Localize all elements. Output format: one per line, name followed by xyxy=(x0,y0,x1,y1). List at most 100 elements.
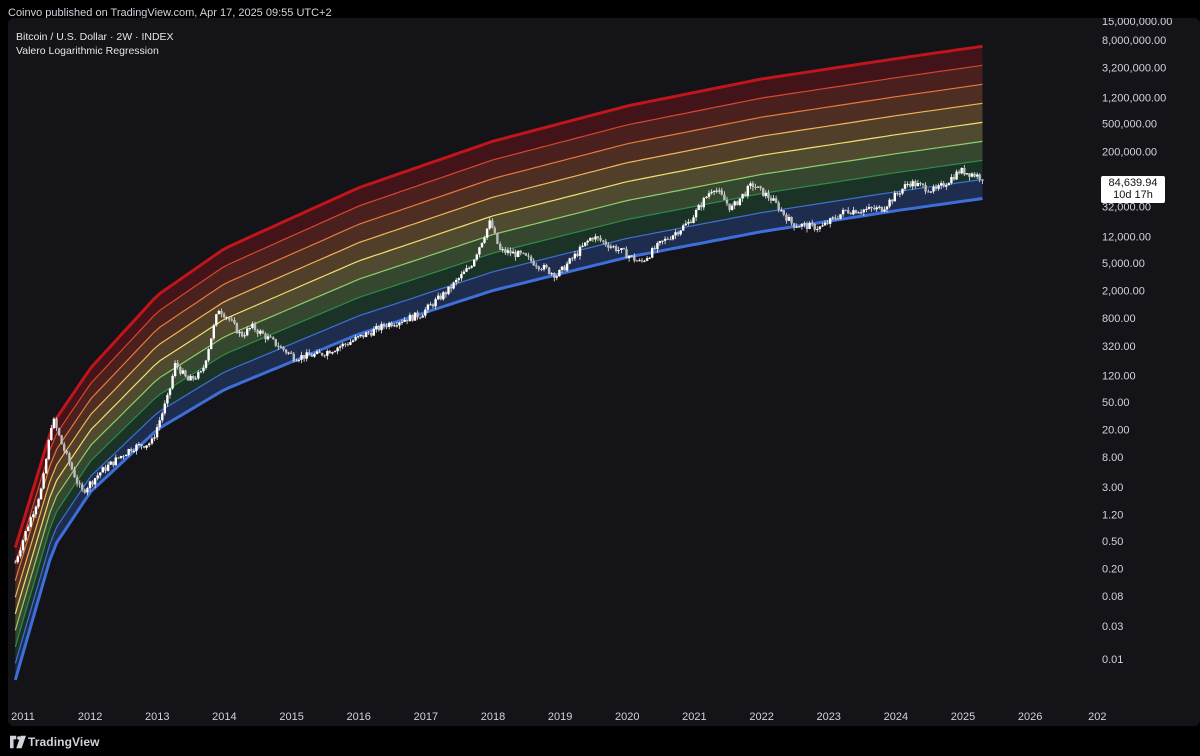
candle-body xyxy=(68,453,71,463)
footer: TradingView xyxy=(0,728,1200,756)
candle-body xyxy=(929,191,933,193)
candle-body xyxy=(537,266,540,270)
candle-body xyxy=(658,241,662,244)
candle-body xyxy=(625,249,628,258)
candle-body xyxy=(480,242,484,248)
x-tick-label: 2026 xyxy=(1018,711,1042,723)
candle-body xyxy=(524,253,528,256)
candle-body xyxy=(106,464,110,471)
candle-body xyxy=(264,333,267,340)
candle-body xyxy=(535,265,538,267)
x-tick-label: 2023 xyxy=(816,711,840,723)
candle-body xyxy=(462,271,466,274)
y-axis[interactable]: 15,000,000.00 8,000,000.00 3,200,000.00 1,2… xyxy=(1102,18,1172,666)
candle-body xyxy=(382,323,386,327)
candle-body xyxy=(749,183,752,186)
candle-body xyxy=(336,347,339,352)
candle-body xyxy=(57,428,61,436)
candle-body xyxy=(976,174,979,177)
candle-body xyxy=(741,193,744,199)
band-line-5 xyxy=(14,102,983,598)
candle-body xyxy=(279,346,283,348)
candle-body xyxy=(720,190,723,195)
candle-body xyxy=(519,250,522,253)
x-tick-label: 2019 xyxy=(548,711,572,723)
candle-body xyxy=(398,322,401,326)
candle-body xyxy=(447,286,450,295)
candle-body xyxy=(651,248,654,258)
candle-body xyxy=(465,268,468,272)
candle-body xyxy=(738,198,742,205)
candle-body xyxy=(584,242,587,246)
candle-body xyxy=(429,304,432,306)
y-tick-label: 12,000.00 xyxy=(1102,231,1151,243)
candle-body xyxy=(888,199,891,207)
y-tick-label: 500,000.00 xyxy=(1102,119,1157,131)
y-tick-label: 120.00 xyxy=(1102,370,1136,382)
candle-body xyxy=(687,221,690,224)
candle-body xyxy=(558,270,561,277)
candle-body xyxy=(194,378,197,380)
candle-body xyxy=(656,243,659,250)
candle-body xyxy=(75,477,79,484)
candle-body xyxy=(431,304,435,307)
candle-body xyxy=(813,224,816,230)
indicator-title[interactable]: Valero Logarithmic Regression xyxy=(16,45,159,57)
chart-svg[interactable]: 15,000,000.00 8,000,000.00 3,200,000.00 1,2… xyxy=(8,18,1200,726)
candle-body xyxy=(960,168,963,174)
candle-body xyxy=(42,473,45,489)
band-line-2 xyxy=(14,159,983,648)
band-fill-7 xyxy=(15,65,983,581)
candle-body xyxy=(220,311,223,315)
candle-body xyxy=(207,349,210,361)
candle-body xyxy=(511,251,515,254)
candle-body xyxy=(578,246,582,256)
candle-body xyxy=(161,413,164,421)
y-tick-label: 50.00 xyxy=(1102,397,1130,409)
x-tick-label: 2012 xyxy=(78,711,102,723)
candle-body xyxy=(184,370,187,377)
x-axis[interactable]: 2011 2012 2013 2014 2015 2016 2017 2018 2019 2020… xyxy=(11,711,1106,723)
chart-frame[interactable]: 15,000,000.00 8,000,000.00 3,200,000.00 1,2… xyxy=(8,18,1200,726)
symbol-title[interactable]: Bitcoin / U.S. Dollar · 2W · INDEX xyxy=(16,31,174,43)
candle-body xyxy=(370,333,373,336)
candle-body xyxy=(906,183,909,185)
band-fill-2 xyxy=(15,160,983,664)
y-tick-label: 320.00 xyxy=(1102,341,1136,353)
candle-body xyxy=(777,202,780,211)
candle-body xyxy=(437,295,440,300)
candle-body xyxy=(230,319,233,321)
candle-body xyxy=(86,488,89,493)
x-tick-label: 2014 xyxy=(212,711,236,723)
candle-body xyxy=(179,366,182,374)
candle-body xyxy=(829,218,832,224)
y-tick-label: 3,200,000.00 xyxy=(1102,63,1166,75)
last-price: 84,639.94 xyxy=(1108,177,1158,189)
candle-body xyxy=(155,427,159,438)
candle-body xyxy=(424,309,427,316)
y-tick-label: 20.00 xyxy=(1102,425,1130,437)
candle-body xyxy=(403,319,406,322)
candle-body xyxy=(251,323,254,328)
candle-body xyxy=(21,540,25,551)
candle-body xyxy=(295,360,298,362)
candle-body xyxy=(421,315,424,318)
candle-body xyxy=(831,217,834,219)
tradingview-logo-icon[interactable] xyxy=(10,735,26,749)
candle-body xyxy=(963,168,966,175)
candle-body xyxy=(210,338,213,350)
tradingview-brand[interactable]: TradingView xyxy=(28,735,100,749)
x-tick-label: 2011 xyxy=(11,711,35,723)
candle-body xyxy=(225,317,228,319)
candle-body xyxy=(300,355,303,360)
candle-body xyxy=(326,351,329,356)
candle-body xyxy=(130,449,133,451)
candle-body xyxy=(411,314,414,321)
candle-body xyxy=(563,266,566,271)
candle-body xyxy=(648,257,651,259)
candle-body xyxy=(83,489,86,493)
candle-body xyxy=(862,209,865,213)
band-fill-4 xyxy=(15,122,983,631)
candle-body xyxy=(602,240,605,242)
candle-body xyxy=(901,188,904,194)
